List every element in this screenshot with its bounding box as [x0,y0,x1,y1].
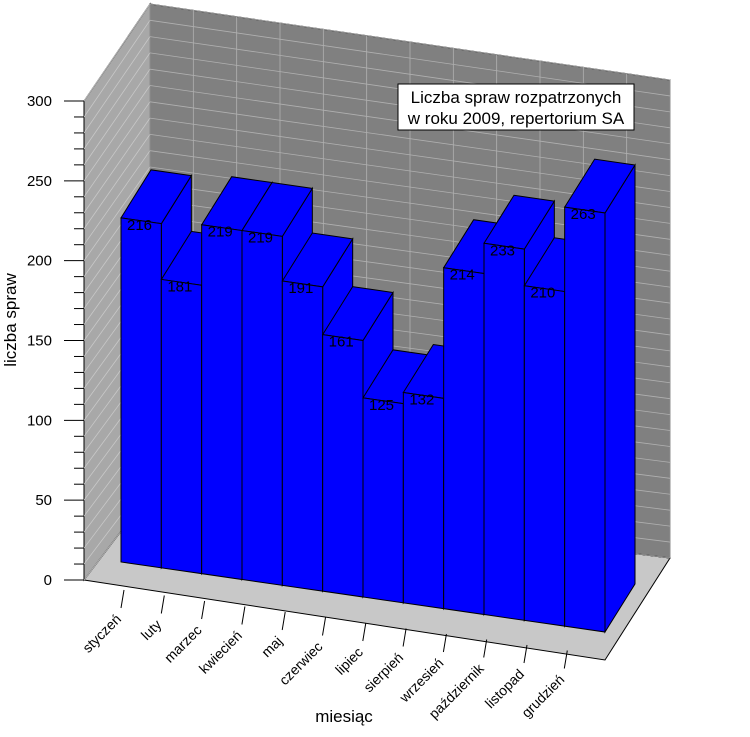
chart-title-line-1: Liczba spraw rozpatrzonych [411,88,622,107]
grid-line [83,68,151,166]
x-tick-label: maj [258,633,285,660]
grid-line [83,150,151,245]
x-tick [563,650,568,669]
y-tick-label: 0 [44,572,52,589]
bars: 216 181 219 219 191 161 125 132 214 233 210 263 [120,158,636,634]
x-tick-label: luty [138,616,165,643]
bar-value-label: 214 [450,267,475,284]
y-axis: 0 50 100 150 200 250 300 [27,93,84,589]
bar-side [604,163,636,634]
x-tick [201,600,206,620]
bar-front [483,242,525,621]
bar-front [362,397,404,604]
x-tick [483,639,488,658]
grid-line [83,166,151,261]
x-tick [241,606,246,625]
x-tick-label: styczeń [79,611,124,656]
grid-line [83,85,151,182]
bar-front [281,280,324,592]
bar-value-label: 132 [409,392,434,409]
y-tick-label: 200 [27,253,52,270]
bar-front [241,229,283,586]
bar-value-label: 210 [530,285,555,302]
bar-value-label: 233 [490,242,515,259]
bar-front [201,224,243,581]
bar-grudzień: 263 [563,158,636,634]
x-tick-label: sierpień [360,649,406,695]
x-tick [362,622,367,642]
bar-value-label: 216 [127,217,152,234]
bar-front [322,334,364,598]
x-tick-label: listopad [482,666,527,711]
x-tick [322,617,326,636]
grid-line [83,101,151,198]
grid-line [83,20,151,118]
chart-title-line-2: w roku 2009, repertorium SA [407,109,625,128]
x-tick [160,595,165,614]
bar-value-label: 191 [288,280,313,297]
grid-line [83,52,151,150]
x-tick [281,611,286,631]
grid-line [83,36,151,134]
grid-line [83,134,151,229]
x-tick [120,589,125,609]
bar-front [402,391,445,610]
x-tick [523,644,528,664]
bar-front [120,217,162,569]
bar-front [564,206,606,633]
bar-value-label: 219 [248,230,273,247]
x-axis-title: miesiąc [315,707,373,726]
x-tick [442,633,447,653]
bar-value-label: 219 [208,224,233,241]
y-tick-label: 250 [27,173,52,190]
bar-front [160,278,203,575]
y-tick-label: 100 [27,412,52,429]
y-tick-label: 300 [27,93,52,110]
x-tick [402,628,407,647]
bar-front [443,267,485,616]
grid-line [83,3,151,102]
y-tick-label: 50 [35,492,52,509]
bar-value-label: 161 [329,334,354,351]
bar-front [523,285,566,627]
y-axis-title: liczba spraw [1,273,20,367]
x-tick-label: marzec [161,622,205,666]
grid-line [83,117,151,213]
bar-value-label: 263 [571,206,596,223]
bar-value-label: 181 [167,278,192,295]
x-tick-label: lipiec [332,644,366,678]
bar-value-label: 125 [369,397,394,414]
y-tick-label: 150 [27,333,52,350]
chart-title-box: Liczba spraw rozpatrzonych w roku 2009, … [397,83,635,131]
